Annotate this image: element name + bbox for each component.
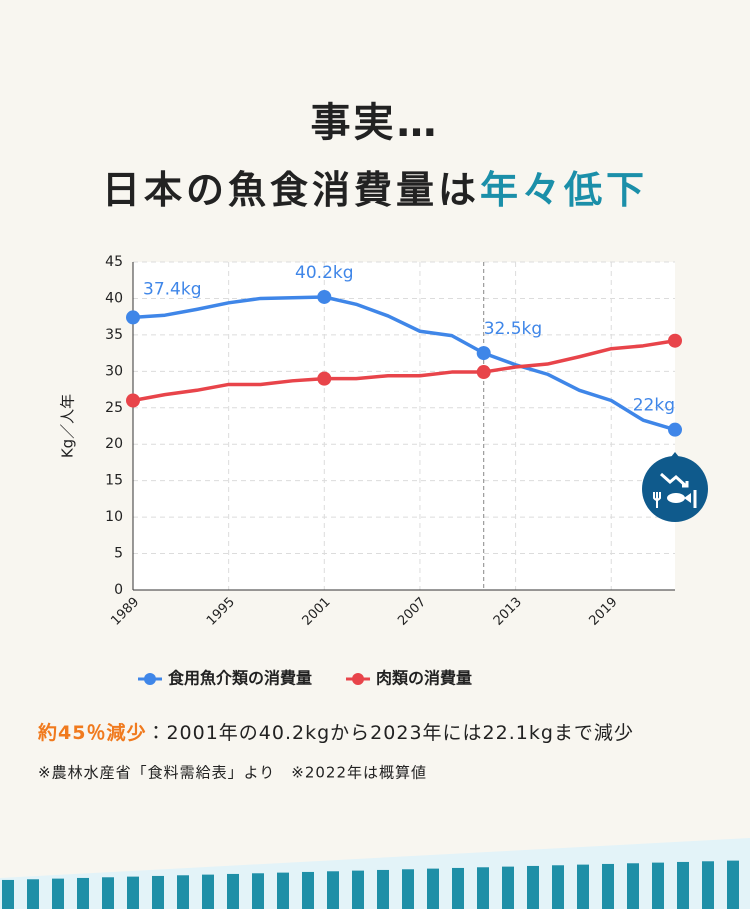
stripe [227,873,239,909]
stripe [677,861,689,909]
stripe [477,867,489,909]
stripe [77,877,89,909]
data-point [126,393,140,408]
stripe [127,876,139,909]
y-tick-label: 15 [105,473,123,489]
y-tick-label: 45 [105,254,123,270]
legend-marker [144,673,156,685]
stripe [402,869,414,909]
plot-area [133,262,675,590]
stripe [202,874,214,909]
series-line [132,295,676,432]
stripe [327,871,339,909]
stripe [252,873,264,909]
y-tick-label: 30 [105,363,123,379]
value-label: 40.2kg [295,263,354,283]
y-tick-label: 35 [105,327,123,343]
legend-marker [352,673,365,685]
legend: 食用魚介類の消費量 肉類の消費量 [138,669,472,688]
stripe [352,870,364,909]
data-point [668,422,682,437]
subtitle-text: 日本の魚食消費量は [102,168,480,212]
stripe [527,865,539,909]
stripe [652,862,664,909]
stripe [602,863,614,909]
plot: 37.4kg 40.2kg 32.5kg 22kg [126,263,682,437]
y-tick-label: 40 [105,290,123,306]
stripe [177,875,189,909]
data-point [317,371,332,386]
chart-subtitle: 日本の魚食消費量は年々低下 [102,168,648,212]
subtitle-highlight: 年々低下 [480,168,648,212]
value-label: 37.4kg [143,279,202,299]
data-point [476,365,491,380]
stripe [152,875,164,909]
data-point [317,289,332,304]
stripe [52,878,64,909]
stripe [627,863,639,909]
stripe [427,868,439,909]
value-label: 22kg [633,396,675,416]
stripe [727,860,739,909]
stripe [577,864,589,909]
y-axis-label: Kg／人年 [59,394,77,458]
stripe [102,877,114,909]
decoration [0,838,750,909]
stripe [452,867,464,909]
stripe [377,869,389,909]
y-tick-label: 20 [105,436,123,452]
data-point [668,333,682,348]
stripe [27,879,39,909]
stripe [302,871,314,909]
stripe [552,865,564,909]
series-line [132,338,676,403]
fish-icon [642,452,708,522]
source-note: ※農林水産省「食料需給表」より ※2022年は概算値 [38,764,427,782]
summary-text: ：2001年の40.2kgから2023年には22.1kgまで減少 [146,722,633,744]
stripe [277,872,289,909]
legend-label: 肉類の消費量 [376,669,472,688]
stripe [502,866,514,909]
data-point [126,310,140,325]
summary-highlight: 約45％減少 [37,721,146,744]
y-tick-label: 10 [105,509,123,525]
summary: 約45％減少：2001年の40.2kgから2023年には22.1kgまで減少 [37,721,634,744]
value-label: 32.5kg [484,319,543,339]
stripe [2,879,14,909]
y-tick-label: 0 [114,582,123,598]
y-tick-label: 5 [114,546,123,562]
y-tick-label: 25 [105,400,123,416]
stripe [702,861,714,909]
chart-title: 事実… [311,100,440,146]
data-point [476,346,491,361]
legend-label: 食用魚介類の消費量 [167,669,312,688]
